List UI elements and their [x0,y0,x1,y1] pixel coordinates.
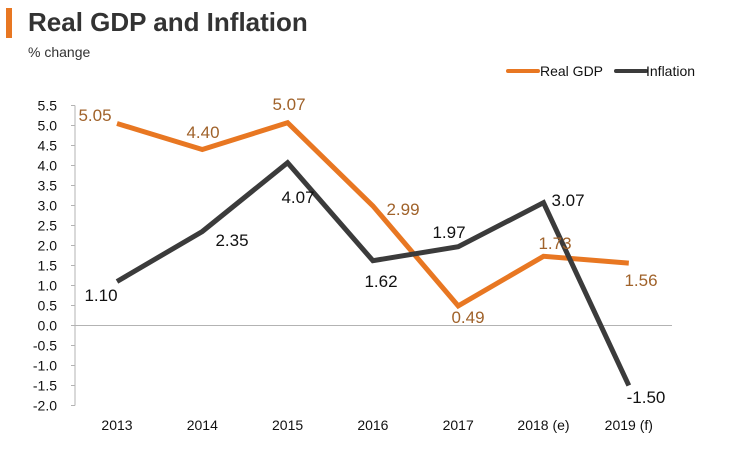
y-tick-label: -0.5 [33,338,57,354]
y-tick-label: 1.5 [38,258,58,274]
y-tick-label: 4.5 [38,138,58,154]
y-tick-label: -2.0 [33,398,57,414]
y-tick-label: 4.0 [38,158,58,174]
y-tick-label: 3.0 [38,198,58,214]
x-tick-label: 2014 [187,417,218,433]
x-tick-label: 2019 (f) [605,417,653,433]
data-label-real-gdp: 0.49 [451,308,484,327]
legend-label-real-gdp: Real GDP [540,63,603,79]
series-line-inflation [115,159,632,387]
y-tick-label: 2.5 [38,218,58,234]
y-tick-label: 1.0 [38,278,58,294]
chart-subtitle: % change [28,44,91,60]
y-tick-label: 2.0 [38,238,58,254]
legend: Real GDP Inflation [506,63,695,79]
chart-title: Real GDP and Inflation [28,7,308,37]
title-accent-bar [6,8,12,38]
x-tick-label: 2016 [357,417,388,433]
y-tick-label: -1.0 [33,358,57,374]
data-label-inflation: -1.50 [627,388,666,407]
y-tick-label: 0.5 [38,298,58,314]
data-label-real-gdp: 4.40 [186,123,219,142]
x-tick-label: 2013 [101,417,132,433]
data-label-real-gdp: 2.99 [386,200,419,219]
data-label-real-gdp: 1.73 [538,234,571,253]
x-tick-label: 2018 (e) [517,417,569,433]
data-label-real-gdp: 5.07 [272,95,305,114]
data-label-inflation: 3.07 [551,191,584,210]
data-label-inflation: 1.10 [84,286,117,305]
data-label-real-gdp: 1.56 [624,271,657,290]
y-tick-label: -1.5 [33,378,57,394]
data-label-real-gdp: 5.05 [78,106,111,125]
y-tick-label: 3.5 [38,178,58,194]
data-label-inflation: 4.07 [281,188,314,207]
x-tick-label: 2017 [443,417,474,433]
x-tick-label: 2015 [272,417,303,433]
y-tick-label: 5.5 [38,98,58,114]
y-tick-label: 5.0 [38,118,58,134]
data-label-inflation: 1.62 [364,272,397,291]
data-label-inflation: 1.97 [432,223,465,242]
series-line-real-gdp [116,119,629,310]
legend-label-inflation: Inflation [646,63,695,79]
y-tick-label: 0.0 [38,318,58,334]
data-label-inflation: 2.35 [215,231,248,250]
